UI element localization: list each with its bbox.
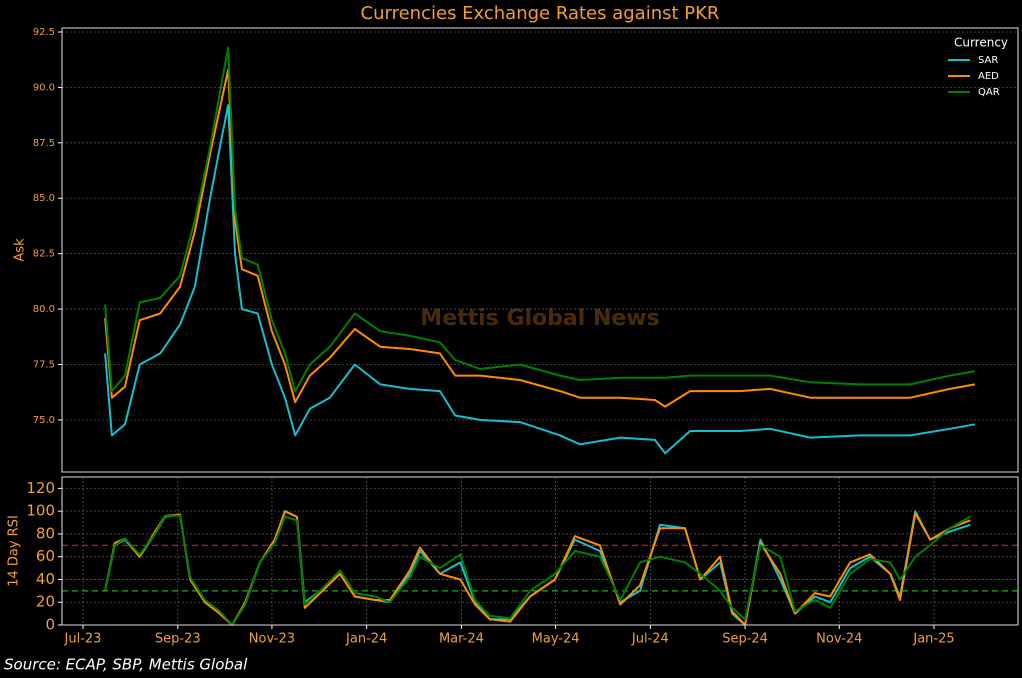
x-tick-label: Sep-24 — [722, 632, 768, 647]
legend-title: Currency — [954, 36, 1008, 50]
plot-frame — [61, 27, 1019, 473]
x-tick-label: Jan-25 — [912, 632, 954, 647]
x-tick-label: Sep-23 — [155, 632, 201, 647]
y-tick-label: 20 — [36, 593, 55, 611]
y-tick-label: 82.5 — [33, 249, 55, 260]
y-tick-label: 60 — [36, 547, 55, 565]
data-line — [104, 68, 976, 408]
y-tick-label: 40 — [36, 570, 55, 588]
y-tick-label: 87.5 — [33, 138, 55, 149]
y-tick-label: 90.0 — [33, 82, 55, 93]
chart-title: Currencies Exchange Rates against PKR — [361, 3, 720, 24]
data-line — [104, 510, 971, 626]
y-axis-label: Ask — [13, 238, 28, 262]
y-tick-label: 100 — [26, 502, 55, 520]
y-tick-label: 80 — [36, 524, 55, 542]
watermark: Mettis Global News — [420, 306, 659, 331]
source-note: Source: ECAP, SBP, Mettis Global — [4, 656, 248, 674]
y-tick-label: 120 — [26, 479, 55, 497]
y-tick-label: 80.0 — [33, 304, 55, 315]
x-tick-label: Jul-24 — [631, 632, 669, 647]
y-tick-label: 0 — [45, 616, 55, 634]
data-line — [104, 514, 971, 626]
y-tick-label: 85.0 — [33, 193, 55, 204]
x-tick-label: Nov-24 — [816, 632, 862, 647]
x-tick-label: Jul-23 — [64, 632, 102, 647]
y-tick-label: 92.5 — [33, 27, 55, 38]
x-tick-label: May-24 — [532, 632, 580, 647]
y-axis-label: 14 Day RSI — [7, 515, 22, 587]
y-tick-label: 77.5 — [33, 359, 55, 370]
plot-frame — [61, 476, 1019, 626]
x-tick-label: Jan-24 — [345, 632, 387, 647]
legend-label: SAR — [978, 55, 998, 66]
legend-label: AED — [978, 71, 999, 82]
legend-label: QAR — [978, 87, 1000, 98]
x-tick-label: Mar-24 — [439, 632, 484, 647]
x-tick-label: Nov-23 — [249, 632, 295, 647]
data-line — [104, 46, 976, 393]
data-line — [104, 104, 976, 455]
y-tick-label: 75.0 — [33, 415, 55, 426]
